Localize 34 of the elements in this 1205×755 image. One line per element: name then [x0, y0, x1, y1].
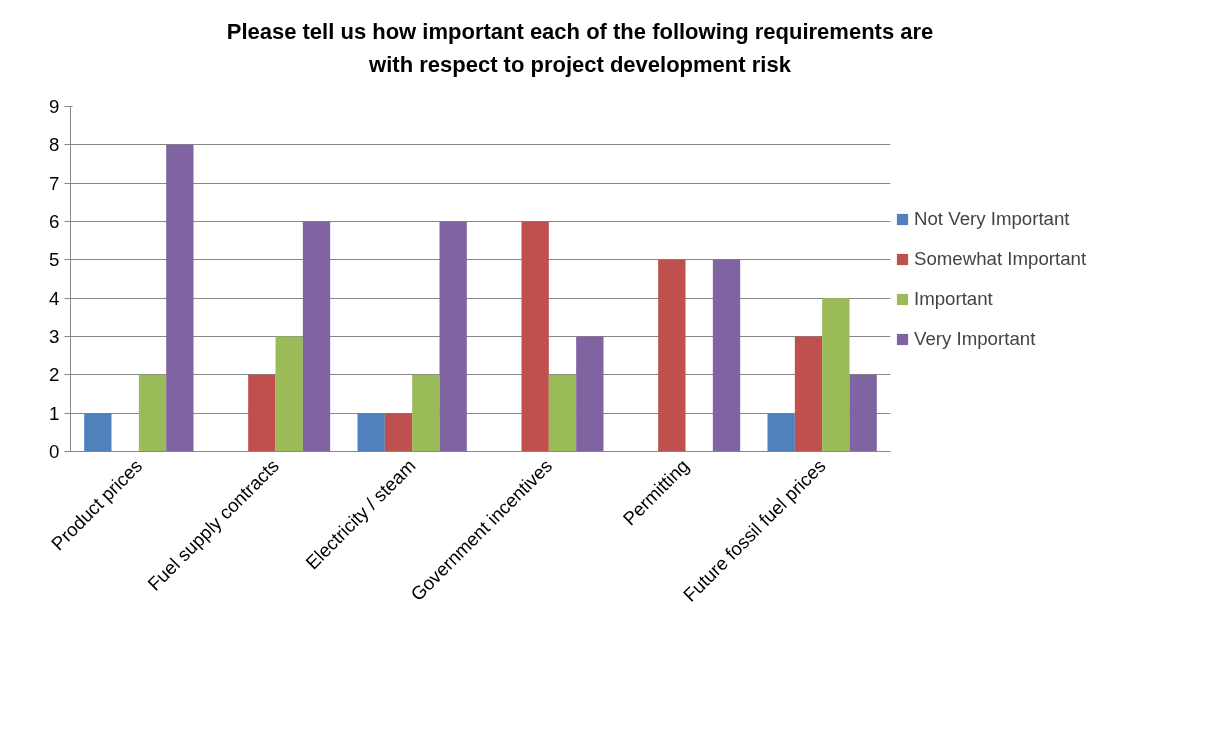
legend-label: Not Very Important — [914, 207, 1070, 230]
y-tick-label: 0 — [49, 441, 60, 462]
bar — [849, 374, 877, 452]
y-tick-label: 4 — [49, 287, 60, 309]
y-tick-label: 8 — [49, 134, 60, 156]
bar — [357, 413, 385, 452]
bar — [384, 413, 413, 452]
y-tick-label: 5 — [49, 249, 60, 271]
bar — [794, 336, 823, 452]
bar — [767, 413, 795, 452]
bar — [658, 259, 686, 452]
y-tick-label: 9 — [49, 96, 60, 117]
y-tick-label: 2 — [49, 364, 60, 386]
bar — [521, 221, 549, 452]
bar — [138, 374, 167, 452]
y-tick-label: 6 — [49, 211, 60, 232]
legend-label: Important — [914, 287, 993, 310]
legend-label: Very Important — [914, 327, 1036, 350]
bar — [439, 221, 467, 452]
bar — [248, 374, 276, 452]
bar — [548, 374, 577, 452]
y-tick-label: 1 — [49, 402, 60, 424]
bar — [576, 336, 604, 452]
bar — [166, 144, 194, 452]
y-tick-label: 7 — [49, 172, 60, 194]
bar — [412, 374, 440, 452]
y-tick-label: 3 — [49, 326, 60, 347]
legend-label: Somewhat Important — [914, 247, 1087, 270]
bar — [822, 298, 850, 452]
bar — [302, 221, 331, 452]
bar — [712, 259, 741, 452]
chart-title: Please tell us how important each of the following requirements are with respect to project development risk — [226, 18, 934, 79]
bar — [275, 336, 303, 452]
bar — [84, 413, 112, 452]
